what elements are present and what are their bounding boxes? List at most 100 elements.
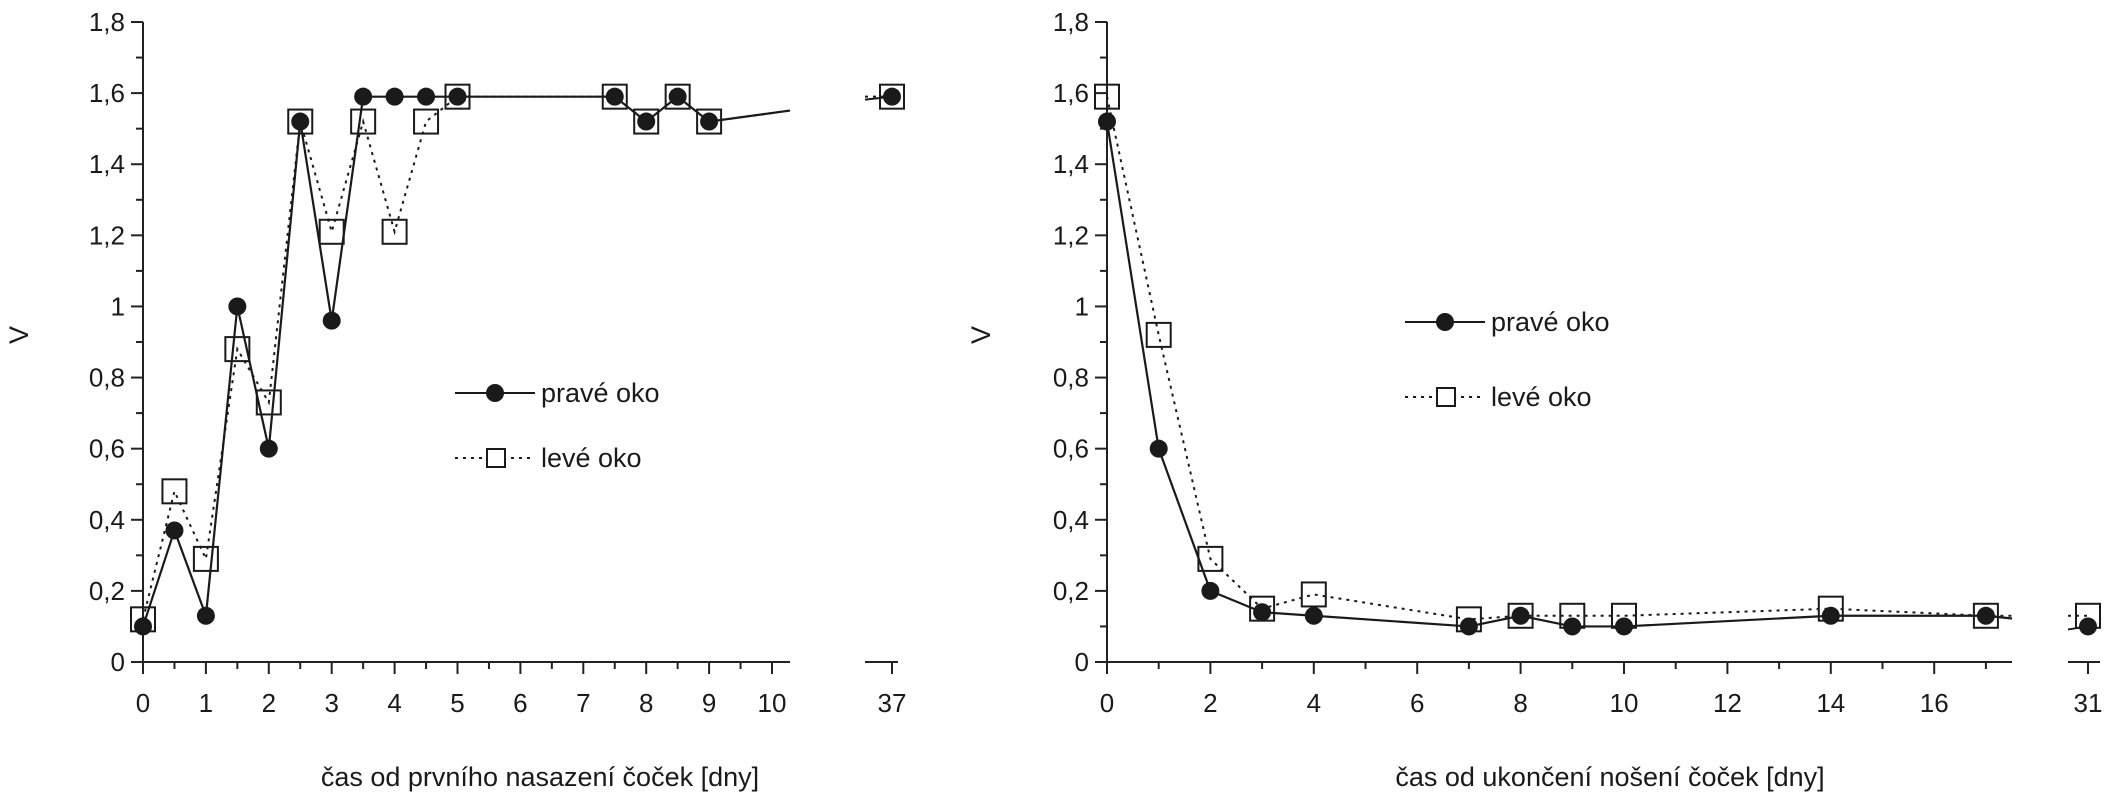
data-point-circle: [2079, 617, 2097, 636]
x-tick-label: 2: [1203, 688, 1217, 718]
y-tick-label: 1,2: [1053, 220, 1089, 250]
legend-marker-square: [486, 448, 506, 468]
data-point-square: [1455, 606, 1482, 633]
x-tick-label: 1: [199, 688, 213, 718]
y-tick-label: 0,2: [1053, 576, 1089, 606]
legend-label: levé oko: [1491, 382, 1592, 412]
data-point-square: [1197, 545, 1224, 572]
data-point-circle: [196, 606, 215, 625]
legend-marker-circle: [486, 384, 504, 402]
x-axis-title: čas od prvního nasazení čoček [dny]: [321, 762, 759, 792]
y-tick-label: 0,4: [1053, 505, 1089, 535]
data-point-square: [1559, 602, 1586, 629]
data-point-square: [633, 108, 660, 135]
data-point-circle: [354, 87, 373, 106]
y-tick-label: 1: [1075, 291, 1089, 321]
data-point-square: [381, 218, 408, 245]
y-tick-label: 1,2: [89, 220, 125, 250]
data-point-circle: [417, 87, 436, 106]
y-tick-label: 0,8: [1053, 363, 1089, 393]
data-point-square: [1300, 581, 1327, 608]
y-tick-label: 1,8: [1053, 7, 1089, 37]
data-point-square: [879, 83, 905, 110]
data-point-square: [1507, 602, 1534, 629]
series-line-1: [141, 95, 791, 627]
data-point-circle: [1459, 617, 1478, 636]
x-tick-label: 10: [758, 688, 787, 718]
chart-1: 0 0,2 0,4 0,6 0,8 1 1,2 1,4 1,6 1,8 0 1 2 3 4 5 6 7 8 9 10 37…: [4, 7, 906, 792]
x-tick-label: 9: [702, 688, 716, 718]
legend: pravé oko levé oko: [455, 378, 660, 473]
data-point-square: [1972, 602, 1999, 629]
x-tick-label: 16: [1920, 688, 1949, 718]
x-tick-label: 10: [1610, 688, 1639, 718]
y-tick-label: 0,6: [1053, 434, 1089, 464]
data-point-circle: [1201, 581, 1220, 600]
data-point-square: [1249, 595, 1276, 622]
y-tick-label: 0,4: [89, 505, 125, 535]
x-tick-label: 3: [324, 688, 338, 718]
y-tick-label: 1,8: [89, 7, 125, 37]
data-point-circle: [1821, 606, 1840, 625]
legend: pravé oko levé oko: [1405, 307, 1610, 412]
y-tick-label: 0: [1075, 647, 1089, 677]
data-point-square: [130, 606, 156, 633]
x-tick-label: 2: [262, 688, 276, 718]
data-point-circle: [1615, 617, 1633, 636]
x-tick-label: 37: [878, 688, 907, 718]
y-tick-label: 1,6: [1053, 78, 1089, 108]
x-tick-label: 6: [1410, 688, 1424, 718]
x-tick-label: 0: [136, 688, 150, 718]
chart-2: 0 0,2 0,4 0,6 0,8 1 1,2 1,4 1,6 1,8 0 2 4 6 8 10 12 14 16 3…: [966, 7, 2102, 792]
data-point-square: [696, 108, 723, 135]
data-point-circle: [291, 112, 310, 131]
data-point-square: [1145, 321, 1172, 348]
legend-label: levé oko: [541, 443, 642, 473]
data-point-circle: [228, 297, 247, 316]
x-tick-label: 4: [1307, 688, 1321, 718]
data-point-square: [255, 389, 282, 416]
data-point-circle: [1511, 606, 1530, 625]
x-tick-label: 8: [639, 688, 653, 718]
y-tick-label: 1,4: [89, 149, 125, 179]
x-axis-title: čas od ukončení nošení čoček [dny]: [1395, 762, 1824, 792]
data-point-circle: [1253, 603, 1272, 622]
data-point-square: [664, 83, 691, 110]
data-point-circle: [1149, 439, 1168, 458]
data-point-square: [444, 83, 471, 110]
data-point-circle: [668, 87, 687, 106]
data-point-square: [224, 336, 251, 363]
data-point-square: [192, 545, 219, 572]
data-point-circle: [134, 617, 152, 636]
data-point-circle: [165, 521, 184, 540]
x-tick-label: 8: [1513, 688, 1527, 718]
data-point-circle: [448, 87, 467, 106]
legend-label: pravé oko: [541, 378, 660, 408]
data-point-square: [161, 478, 188, 505]
y-tick-label: 1,4: [1053, 149, 1089, 179]
data-point-square: [287, 108, 314, 135]
y-tick-label: 0,8: [89, 363, 125, 393]
y-tick-label: 0: [111, 647, 125, 677]
data-point-square: [2075, 602, 2101, 629]
x-tick-label: 6: [513, 688, 527, 718]
legend-marker-circle: [1436, 313, 1454, 331]
data-point-square: [601, 83, 628, 110]
x-tick-label: 7: [576, 688, 590, 718]
data-point-circle: [1098, 112, 1116, 131]
y-tick-label: 1,6: [89, 78, 125, 108]
data-point-circle: [259, 439, 278, 458]
x-tick-label: 31: [2074, 688, 2103, 718]
x-tick-label: 5: [450, 688, 464, 718]
series-line-2: [1106, 96, 2012, 621]
data-point-square: [1817, 595, 1844, 622]
data-point-square: [413, 108, 440, 135]
data-point-circle: [322, 311, 341, 330]
data-point-circle: [1563, 617, 1582, 636]
series-line-2: [142, 95, 791, 620]
data-point-circle: [385, 87, 404, 106]
data-point-square: [1094, 83, 1120, 110]
series-line-1: [1105, 121, 2013, 628]
x-tick-label: 0: [1100, 688, 1114, 718]
